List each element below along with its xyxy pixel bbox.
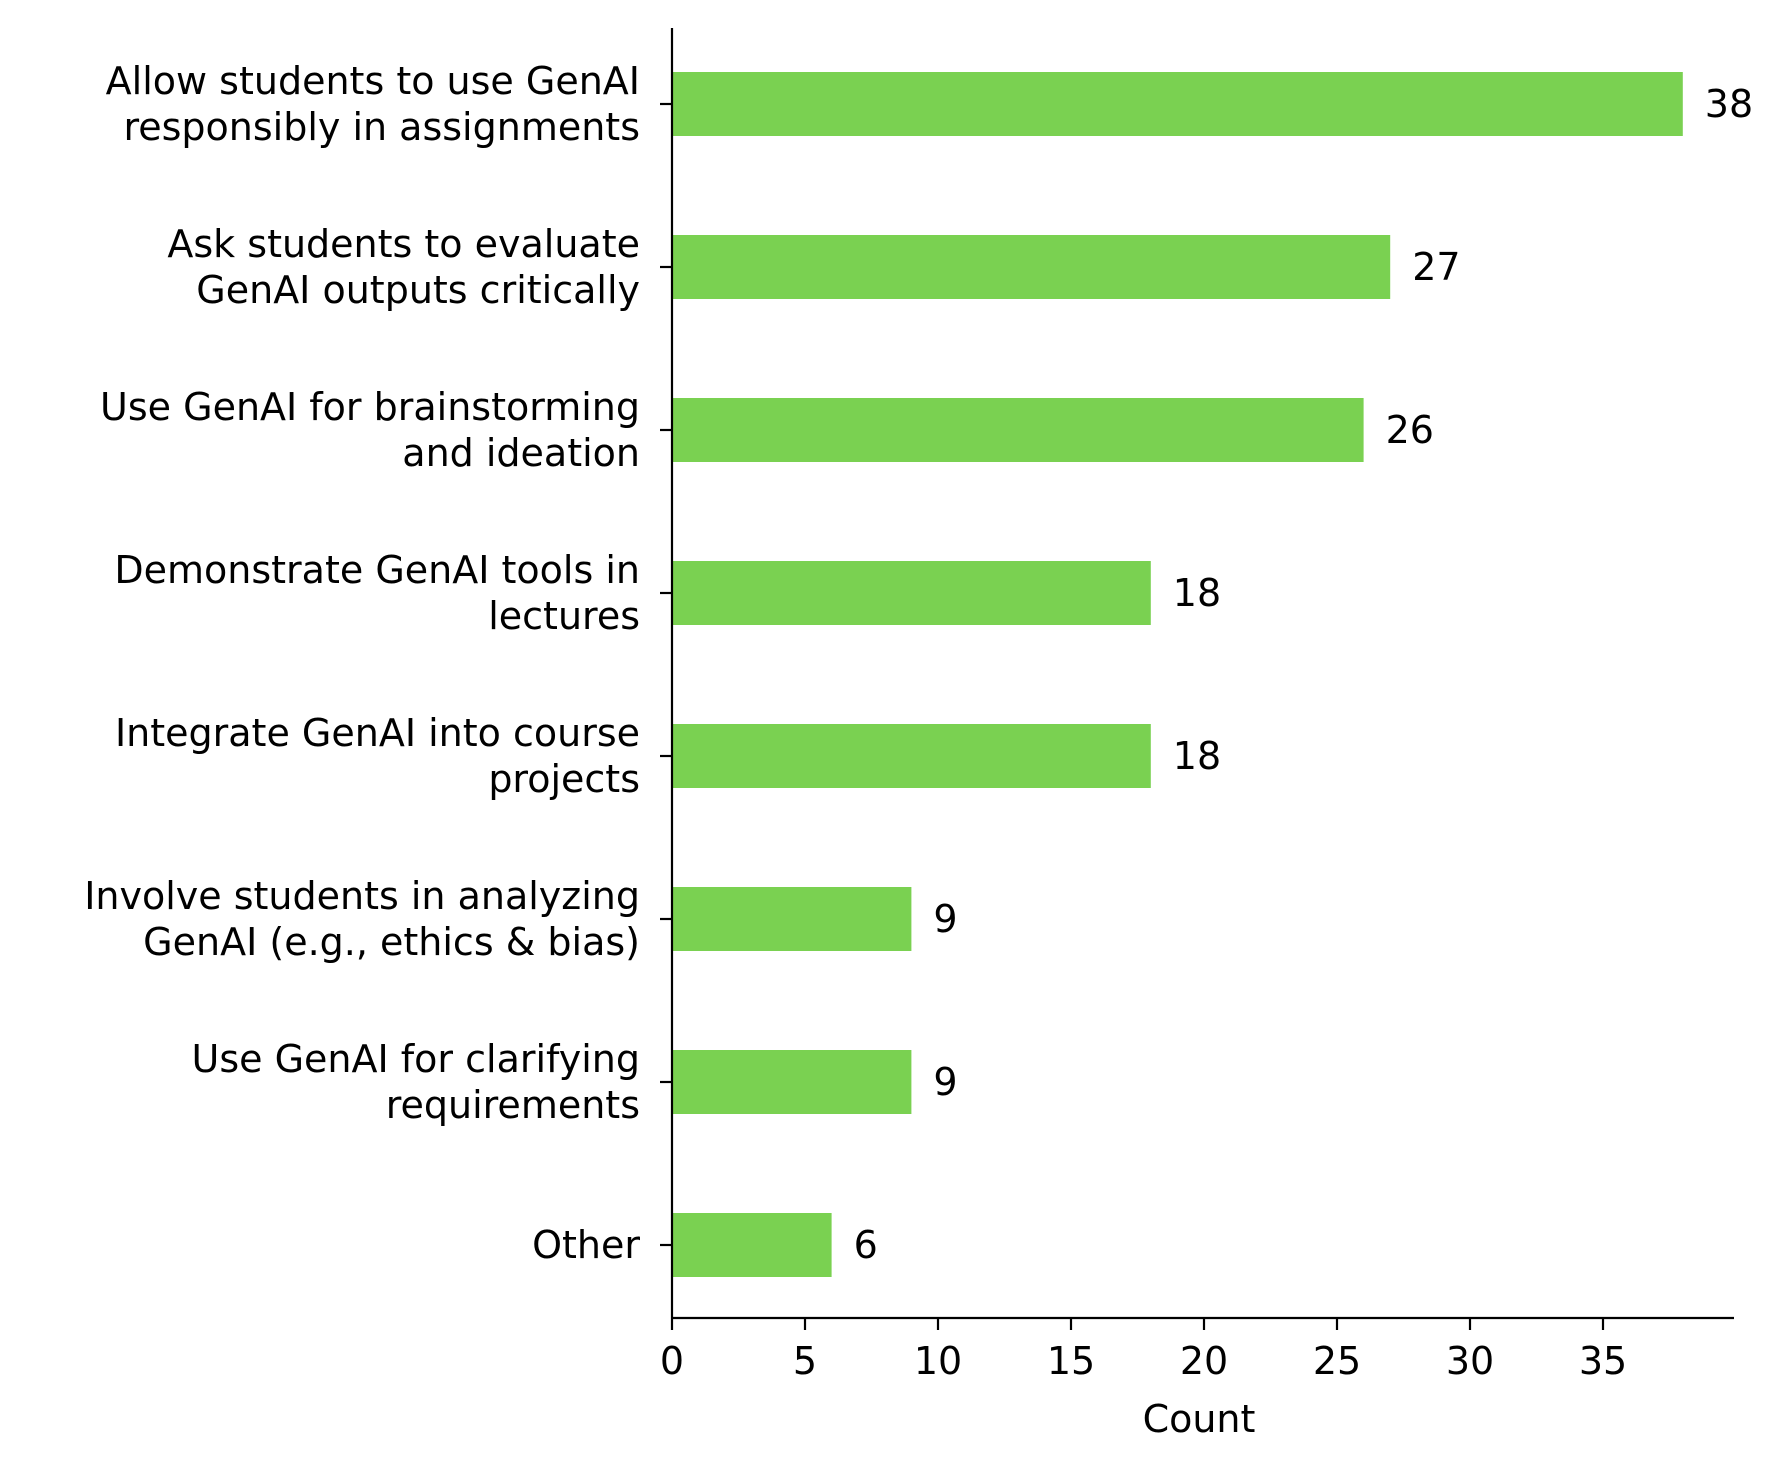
x-tick-label: 30 <box>1446 1339 1494 1383</box>
y-tick-label: Integrate GenAI into course projects <box>115 711 640 801</box>
y-tick-label-line: and ideation <box>402 431 640 475</box>
bars-layer: 38 27 26 18 18 9 9 6 <box>672 72 1753 1277</box>
y-tick-label-line: projects <box>488 757 640 801</box>
y-tick-label: Allow students to use GenAI responsibly i… <box>106 59 640 149</box>
y-tick-label-line: Use GenAI for clarifying <box>192 1037 640 1081</box>
x-tick-label: 35 <box>1579 1339 1627 1383</box>
bar-value-label: 6 <box>854 1223 878 1267</box>
y-tick-label: Ask students to evaluate GenAI outputs cr… <box>167 222 640 312</box>
y-tick-label-line: Involve students in analyzing <box>84 874 640 918</box>
y-tick-label: Demonstrate GenAI tools in lectures <box>114 548 640 638</box>
bar-value-label: 18 <box>1173 734 1221 778</box>
x-tick-label: 10 <box>914 1339 962 1383</box>
x-axis-ticks: 0 5 10 15 20 25 30 35 <box>660 1318 1627 1383</box>
y-tick-label-line: Ask students to evaluate <box>167 222 640 266</box>
x-tick-label: 5 <box>793 1339 817 1383</box>
x-tick-label: 25 <box>1313 1339 1361 1383</box>
bar-value-label: 9 <box>933 1060 957 1104</box>
x-tick-label: 15 <box>1047 1339 1095 1383</box>
y-tick-label-line: Integrate GenAI into course <box>115 711 640 755</box>
y-tick-label-line: GenAI (e.g., ethics & bias) <box>143 920 640 964</box>
bar <box>672 561 1151 625</box>
bar <box>672 1050 912 1114</box>
y-tick-label-line: Use GenAI for brainstorming <box>100 385 640 429</box>
bar-value-label: 26 <box>1386 408 1434 452</box>
bar <box>672 235 1391 299</box>
bar <box>672 887 912 951</box>
y-tick-label-line: Other <box>532 1223 640 1267</box>
y-tick-label-line: lectures <box>488 594 640 638</box>
y-tick-label-line: Demonstrate GenAI tools in <box>114 548 640 592</box>
x-axis-title: Count <box>1143 1397 1256 1441</box>
y-axis-ticks: Allow students to use GenAI responsibly i… <box>84 59 672 1267</box>
y-tick-label-line: Allow students to use GenAI <box>106 59 640 103</box>
bar <box>672 724 1151 788</box>
y-tick-label-line: GenAI outputs critically <box>196 268 640 312</box>
x-tick-label: 20 <box>1180 1339 1228 1383</box>
bar-value-label: 38 <box>1705 82 1753 126</box>
y-tick-label-line: responsibly in assignments <box>123 105 640 149</box>
bar-value-label: 9 <box>933 897 957 941</box>
y-tick-label: Use GenAI for clarifying requirements <box>192 1037 640 1127</box>
y-tick-label: Involve students in analyzing GenAI (e.g.… <box>84 874 640 964</box>
y-tick-label-line: requirements <box>386 1083 640 1127</box>
y-tick-label: Other <box>532 1223 640 1267</box>
bar-value-label: 27 <box>1412 245 1460 289</box>
bar <box>672 72 1683 136</box>
bar-value-label: 18 <box>1173 571 1221 615</box>
bar <box>672 398 1364 462</box>
y-tick-label: Use GenAI for brainstorming and ideation <box>100 385 640 475</box>
x-tick-label: 0 <box>660 1339 684 1383</box>
bar <box>672 1213 832 1277</box>
